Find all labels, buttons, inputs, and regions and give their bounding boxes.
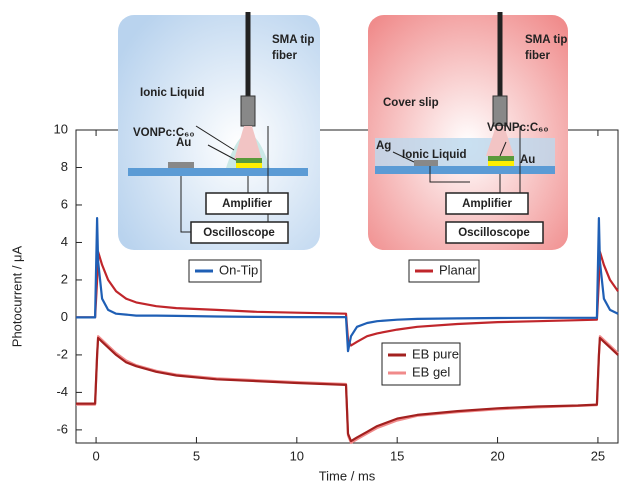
y-tick-label: 10: [54, 121, 68, 136]
label: fiber: [272, 50, 297, 62]
legend-label: Planar: [439, 262, 477, 277]
diagram-on-tip: SMA tip fiber Ionic Liquid VONPc:C₆₀ Au …: [118, 12, 320, 250]
x-tick-label: 10: [290, 448, 304, 463]
label: Oscilloscope: [203, 227, 275, 239]
label: Ionic Liquid: [140, 87, 205, 99]
label: Amplifier: [222, 198, 272, 210]
au-pad: [168, 162, 194, 168]
film: [488, 156, 514, 161]
substrate: [128, 168, 308, 176]
label: Ag: [376, 140, 391, 152]
y-axis-label: Photocurrent / μA: [9, 245, 24, 347]
y-tick-label: 8: [61, 159, 68, 174]
legend-label: EB gel: [412, 364, 450, 379]
label: Au: [520, 154, 535, 166]
x-tick-label: 15: [390, 448, 404, 463]
y-tick-label: 4: [61, 234, 68, 249]
au-electrode: [236, 163, 262, 168]
label: VONPc:C₆₀: [487, 122, 549, 134]
label: Au: [176, 137, 191, 149]
x-tick-label: 25: [591, 448, 605, 463]
y-tick-label: 2: [61, 271, 68, 286]
x-axis-label: Time / ms: [319, 468, 376, 483]
y-tick-label: -6: [56, 421, 68, 436]
film: [236, 158, 262, 163]
label: Amplifier: [462, 198, 512, 210]
label: Cover slip: [383, 97, 439, 109]
label: SMA tip: [525, 34, 567, 46]
legend-label: EB pure: [412, 346, 459, 361]
y-tick-label: -4: [56, 384, 68, 399]
x-tick-label: 5: [193, 448, 200, 463]
label: Oscilloscope: [458, 227, 530, 239]
series-line: [76, 338, 618, 441]
chart: -6 -4 -2 0 2 4 6 8 10 0 5 10 15 20 25 Time / ms Photocur…: [0, 0, 619, 493]
y-tick-label: -2: [56, 346, 68, 361]
x-tick-label: 0: [92, 448, 99, 463]
au-electrode: [488, 161, 514, 166]
y-tick-label: 6: [61, 196, 68, 211]
diagram-planar: SMA tip fiber Cover slip Ag Ionic Liquid…: [368, 12, 568, 250]
label: fiber: [525, 50, 550, 62]
y-tick-label: 0: [61, 309, 68, 324]
substrate: [375, 166, 555, 174]
connector: [241, 96, 255, 126]
legend-label: On-Tip: [219, 262, 258, 277]
x-tick-label: 20: [490, 448, 504, 463]
label: SMA tip: [272, 34, 314, 46]
label: Ionic Liquid: [402, 149, 467, 161]
